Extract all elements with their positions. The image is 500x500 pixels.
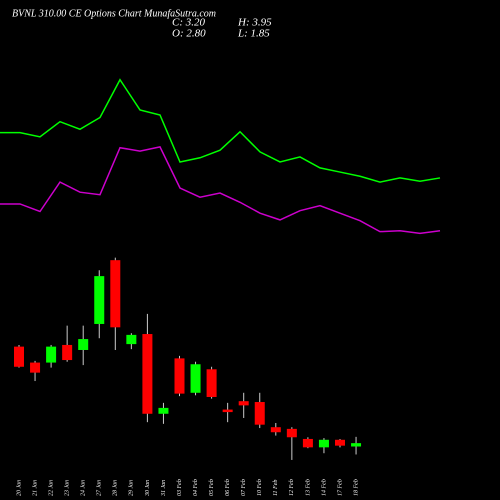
candle-body	[30, 362, 41, 373]
candle-body	[46, 346, 57, 363]
x-tick-label: 21 Jan	[32, 480, 38, 496]
x-tick-label: 03 Feb	[177, 479, 183, 496]
candle-body	[62, 344, 73, 361]
candle-body	[270, 427, 281, 433]
line	[0, 146, 441, 235]
chart-title: BVNL 310.00 CE Options Chart MunafaSutra…	[12, 8, 216, 19]
stat-low: L: 1.85	[237, 28, 270, 40]
candle-body	[94, 276, 105, 324]
x-tick-label: 12 Feb	[289, 479, 295, 496]
candle-body	[238, 401, 249, 406]
stat-high: H: 3.95	[237, 17, 272, 29]
line	[0, 78, 441, 183]
candle-body	[286, 428, 297, 438]
candle-body	[78, 339, 89, 350]
x-tick-label: 28 Jan	[113, 480, 119, 496]
x-tick-label: 27 Jan	[97, 480, 103, 496]
x-tick-label: 24 Jan	[80, 480, 87, 496]
x-tick-label: 06 Feb	[225, 479, 231, 496]
candle-body	[206, 369, 217, 397]
x-tick-label: 18 Feb	[353, 479, 359, 496]
candle-body	[318, 439, 329, 448]
x-tick-label: 31 Jan	[161, 480, 167, 497]
candle-body	[302, 438, 313, 448]
x-tick-label: 04 Feb	[192, 479, 199, 496]
candle-body	[190, 364, 201, 393]
x-tick-label: 29 Jan	[129, 480, 135, 496]
x-tick-label: 10 Feb	[257, 479, 263, 496]
x-tick-label: 22 Jan	[48, 480, 54, 496]
x-tick-label: 14 Feb	[320, 479, 327, 496]
stat-close: C: 3.20	[172, 17, 206, 29]
candle-body	[174, 358, 185, 394]
x-tick-label: 13 Feb	[305, 479, 311, 496]
candle-body	[110, 260, 121, 328]
candle-body	[158, 407, 169, 414]
candle-body	[126, 334, 137, 345]
x-tick-label: 07 Feb	[241, 479, 247, 496]
stat-open: O: 2.80	[172, 28, 206, 40]
candle-body	[335, 439, 345, 446]
x-tick-label: 30 Jan	[145, 480, 151, 497]
x-tick-label: 20 Jan	[16, 480, 22, 496]
candle-body	[254, 402, 265, 425]
candle-body	[222, 409, 233, 413]
candle-body	[14, 346, 24, 367]
x-tick-label: 17 Feb	[337, 479, 343, 496]
candle-body	[351, 443, 362, 447]
candle-body	[142, 334, 153, 414]
x-tick-label: 23 Jan	[65, 480, 71, 496]
x-tick-label: 11 Feb	[273, 480, 279, 496]
x-tick-label: 05 Feb	[209, 479, 215, 496]
